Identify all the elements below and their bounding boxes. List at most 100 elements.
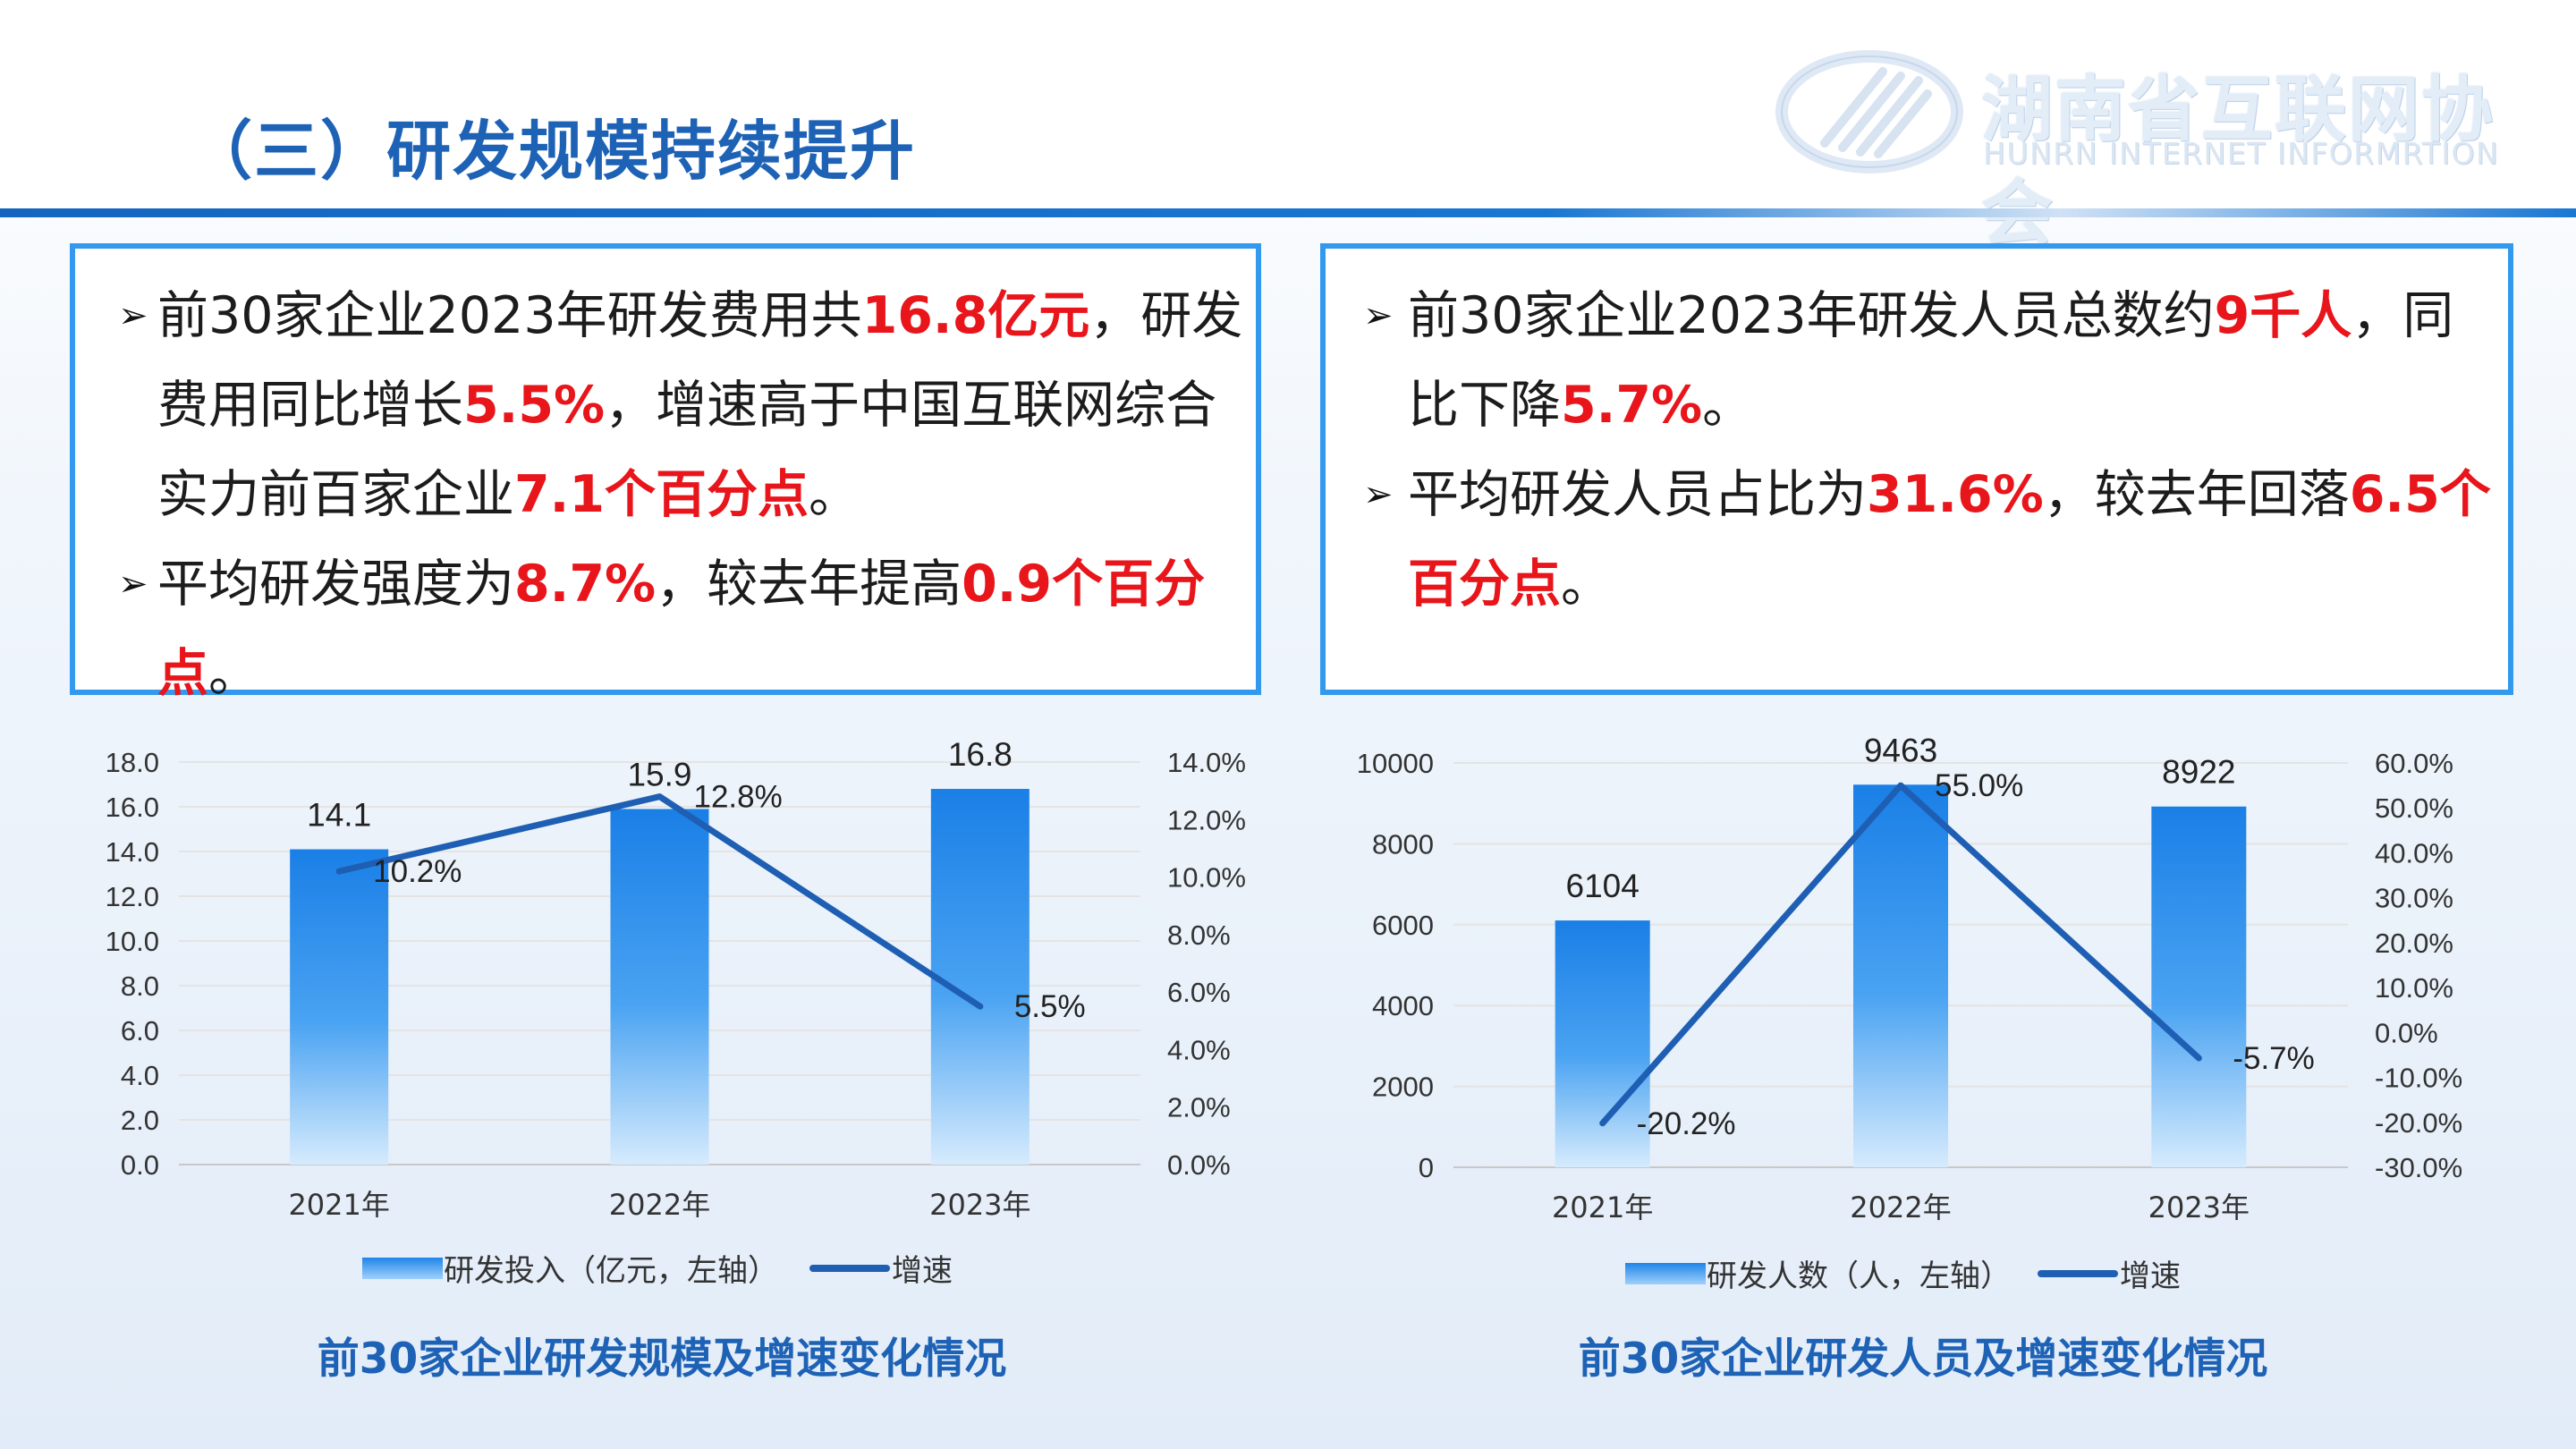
bar	[290, 849, 389, 1165]
legend-line-swatch	[809, 1265, 890, 1272]
bullet-arrow-icon: ➢	[1363, 295, 1394, 336]
highlight-value: 0.9个百分点	[157, 555, 1206, 703]
line-data-label: -20.2%	[1637, 1106, 1736, 1141]
x-axis-label: 2023年	[929, 1188, 1030, 1222]
growth-point	[1599, 1120, 1606, 1126]
chart-caption: 前30家企业研发人员及增速变化情况	[1578, 1335, 2268, 1384]
text-segment: 平均研发人员占比为	[1408, 465, 1867, 524]
bullet-line: 前30家企业2023年研发人员总数约9千人，同	[1408, 271, 2453, 360]
left-axis-tick: 10.0	[106, 926, 159, 957]
x-axis-label: 2022年	[1850, 1191, 1951, 1224]
left-axis-tick: 12.0	[106, 881, 159, 912]
page-title: （三）研发规模持续提升	[188, 114, 917, 189]
left-axis-tick: 2000	[1372, 1072, 1434, 1103]
right-axis-tick: -10.0%	[2375, 1063, 2462, 1094]
bullet-arrow-icon: ➢	[1363, 474, 1394, 515]
x-axis-label: 2023年	[2148, 1191, 2250, 1224]
bar-data-label: 15.9	[627, 757, 691, 793]
text-segment: ，较去年回落	[2043, 465, 2350, 524]
bullet-arrow-icon: ➢	[118, 295, 148, 336]
summary-box-right: ➢ 前30家企业2023年研发人员总数约9千人，同 比下降5.7%。 ➢ 平均研…	[1320, 243, 2513, 695]
bullet-line: 实力前百家企业7.1个百分点。	[157, 450, 860, 539]
legend-bar-swatch	[1625, 1263, 1706, 1284]
summary-box-left: ➢ 前30家企业2023年研发费用共16.8亿元，研发 费用同比增长5.5%，增…	[70, 243, 1261, 703]
text-segment: 比下降	[1408, 376, 1561, 435]
bullet-line: 平均研发人员占比为31.6%，较去年回落6.5个	[1408, 450, 2491, 539]
text-segment: 。	[1561, 555, 1612, 614]
header: （三）研发规模持续提升 湖南省互联网协会 HUNRN INTERNET INFO…	[0, 0, 2576, 255]
bar-data-label: 16.8	[948, 736, 1013, 773]
highlight-value: 6.5个	[2349, 465, 2491, 524]
left-axis-tick: 0	[1419, 1152, 1434, 1183]
text-segment: ，同	[2351, 286, 2454, 345]
bullet-line: 百分点。	[1408, 539, 1612, 629]
bar	[610, 809, 709, 1165]
bullet-line: 比下降5.7%。	[1408, 360, 1753, 450]
right-axis-tick: 2.0%	[1167, 1092, 1231, 1123]
text-segment: 。	[1702, 376, 1754, 435]
left-axis-tick: 0.0	[121, 1149, 159, 1181]
right-axis-tick: 0.0%	[2375, 1017, 2438, 1048]
highlight-value: 5.7%	[1561, 376, 1703, 435]
text-segment: 。	[208, 644, 259, 703]
right-axis-tick: 30.0%	[2375, 883, 2453, 914]
bar-data-label: 6104	[1566, 868, 1640, 904]
left-axis-tick: 6.0	[121, 1015, 159, 1046]
legend-label: 增速	[892, 1253, 953, 1289]
text-segment: 费用同比增长	[157, 376, 463, 435]
left-axis-tick: 18.0	[106, 747, 159, 778]
text-segment: 前30家企业2023年研发人员总数约	[1408, 286, 2215, 345]
right-axis-tick: 14.0%	[1167, 747, 1246, 778]
right-axis-tick: 50.0%	[2375, 792, 2453, 824]
logo-text-en: HUNRN INTERNET INFORMRTION	[1983, 136, 2500, 171]
legend-label: 研发人数（人，左轴）	[1707, 1258, 2011, 1294]
left-axis-tick: 4.0	[121, 1060, 159, 1091]
logo-mark-icon	[1775, 50, 1963, 174]
right-axis-tick: -20.0%	[2375, 1107, 2462, 1139]
text-segment: 实力前百家企业	[157, 465, 514, 524]
line-data-label: 55.0%	[1935, 768, 2023, 803]
left-axis-tick: 6000	[1372, 910, 1434, 941]
right-axis-tick: 6.0%	[1167, 977, 1231, 1008]
line-data-label: 12.8%	[694, 780, 783, 815]
text-segment: 前30家企业2023年研发费用共	[157, 286, 862, 345]
growth-point	[336, 869, 343, 875]
association-logo: 湖南省互联网协会 HUNRN INTERNET INFORMRTION	[1775, 45, 2545, 255]
line-data-label: 10.2%	[373, 854, 462, 889]
bullet-line: 费用同比增长5.5%，增速高于中国互联网综合	[157, 360, 1216, 450]
bullet-line: 前30家企业2023年研发费用共16.8亿元，研发	[157, 271, 1242, 360]
x-axis-label: 2021年	[1552, 1191, 1653, 1224]
right-axis-tick: 8.0%	[1167, 919, 1231, 951]
line-data-label: -5.7%	[2233, 1041, 2314, 1076]
right-axis-tick: 12.0%	[1167, 804, 1246, 835]
text-segment: ，研发	[1089, 286, 1243, 345]
left-axis-tick: 10000	[1357, 748, 1434, 779]
bar-data-label: 8922	[2162, 754, 2235, 791]
header-divider	[0, 208, 2576, 217]
chart-caption: 前30家企业研发规模及增速变化情况	[317, 1335, 1007, 1384]
right-axis-tick: 10.0%	[1167, 862, 1246, 894]
growth-point	[1898, 783, 1903, 789]
highlight-value: 8.7%	[514, 555, 657, 614]
line-data-label: 5.5%	[1014, 989, 1086, 1024]
legend-label: 研发投入（亿元，左轴）	[444, 1253, 778, 1289]
left-axis-tick: 8.0	[121, 970, 159, 1002]
right-axis-tick: 0.0%	[1167, 1149, 1231, 1181]
left-axis-tick: 2.0	[121, 1105, 159, 1136]
right-axis-tick: -30.0%	[2375, 1152, 2462, 1183]
left-axis-tick: 4000	[1372, 990, 1434, 1021]
bar	[930, 789, 1030, 1165]
highlight-value: 百分点	[1408, 555, 1561, 614]
legend-bar-swatch	[362, 1258, 443, 1279]
x-axis-label: 2022年	[609, 1188, 710, 1222]
right-axis-tick: 60.0%	[2375, 748, 2453, 779]
growth-point	[2196, 1055, 2202, 1061]
text-segment: ，增速高于中国互联网综合	[605, 376, 1217, 435]
growth-point	[657, 793, 663, 800]
text-segment: 。	[808, 465, 860, 524]
highlight-value: 9千人	[2214, 286, 2352, 345]
left-axis-tick: 14.0	[106, 836, 159, 868]
bullet-arrow-icon: ➢	[118, 564, 148, 605]
bar-data-label: 14.1	[307, 797, 371, 834]
highlight-value: 5.5%	[463, 376, 606, 435]
